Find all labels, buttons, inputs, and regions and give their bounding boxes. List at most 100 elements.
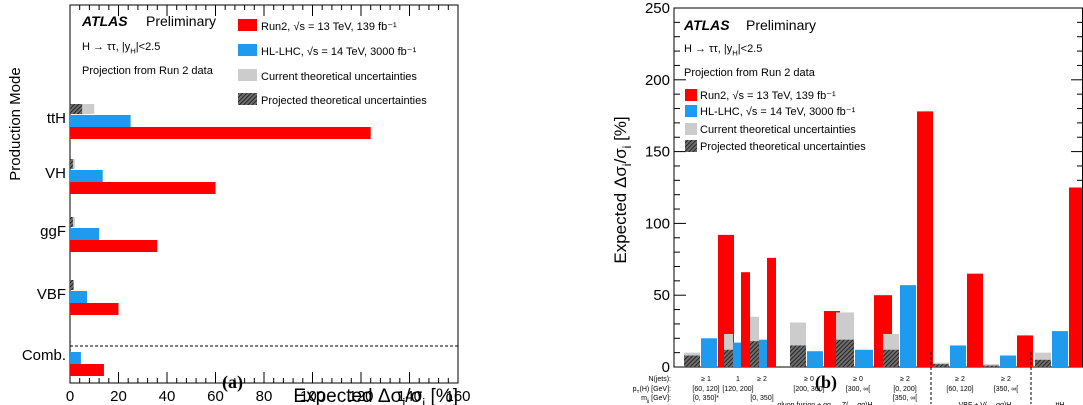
bar-hllhc-b: [1000, 355, 1016, 367]
bar-projected-theory-b: [1035, 359, 1051, 367]
bin-pt-label-b: [120, 200]: [722, 386, 753, 393]
bin-pt-label-b: [300, ∞[: [846, 386, 871, 393]
caption-a: (a): [222, 372, 243, 392]
y-axis-label-b: Expected Δσi/σi [%]: [611, 116, 634, 263]
bar-projected-theory-a: [70, 217, 73, 227]
caption-b: (b): [815, 372, 837, 392]
x-tick-label-a: 40: [159, 388, 176, 405]
bar-projected-theory-b: [983, 365, 999, 367]
x-tick-label-a: 160: [445, 388, 470, 405]
bar-projected-theory-a: [70, 104, 83, 114]
bar-run2-b: [1069, 187, 1082, 367]
x-tick-label-a: 140: [397, 388, 422, 405]
bin-pt-label-b: [0, 200]: [893, 386, 916, 393]
bar-hllhc-b: [733, 342, 741, 367]
legend-swatch-b: [685, 123, 697, 135]
legend-label-a: HL-LHC, √s = 14 TeV, 3000 fb⁻¹: [261, 46, 417, 58]
group-label-b: VBF + V(→ qq)H: [959, 402, 1012, 405]
bar-hllhc-b: [855, 349, 873, 367]
bar-run2-a: [70, 364, 104, 376]
bar-projected-theory-b: [750, 341, 759, 367]
category-label-a: VH: [45, 165, 66, 182]
bin-pt-label-b: [200, 300]: [793, 386, 824, 393]
bin-pt-label-b: [60, 120]: [946, 386, 973, 393]
bar-hllhc-b: [1052, 331, 1068, 367]
bar-projected-theory-b: [684, 355, 700, 367]
bar-projected-theory-b: [883, 349, 899, 367]
category-label-a: VBF: [37, 286, 66, 303]
bar-run2-b: [1017, 335, 1033, 367]
legend-label-a: Projected theoretical uncertainties: [261, 95, 427, 107]
bin-njets-label-b: ≥ 2: [955, 376, 965, 383]
category-label-a: Comb.: [22, 347, 66, 364]
row-label-b: mjj [GeV]:: [641, 395, 671, 404]
legend-swatch-a: [238, 93, 257, 105]
y-tick-label-b: 100: [645, 215, 670, 232]
x-tick-label-a: 120: [348, 388, 373, 405]
x-tick-label-a: 0: [66, 388, 74, 405]
bin-mjj-label-b: [0, 350]*: [693, 395, 719, 402]
bar-run2-b: [967, 273, 983, 367]
bar-projected-theory-b: [790, 345, 806, 367]
bar-hllhc-b: [759, 339, 767, 367]
x-tick-label-a: 80: [256, 388, 273, 405]
bar-run2-a: [70, 182, 216, 194]
info-line-b: Projection from Run 2 data: [684, 67, 816, 79]
chart-b: 0 50 100 150 200 250 Expected Δσi/σi [%] N(jets…: [611, 0, 1083, 405]
bin-mjj-label-b: [0, 350]: [750, 395, 773, 402]
legend-label-b: HL-LHC, √s = 14 TeV, 3000 fb⁻¹: [700, 106, 856, 118]
bar-hllhc-a: [70, 228, 100, 240]
row-label-b: pT(H) [GeV]:: [633, 386, 671, 395]
bar-projected-theory-b: [724, 349, 733, 367]
bin-njets-label-b: ≥ 0: [804, 376, 814, 383]
y-tick-label-b: 250: [645, 0, 670, 17]
category-label-a: ggF: [40, 223, 66, 240]
bin-pt-label-b: [350, ∞[: [994, 386, 1019, 393]
x-tick-label-a: 20: [110, 388, 127, 405]
x-tick-label-a: 60: [207, 388, 224, 405]
bin-njets-label-b: ≥ 2: [1001, 376, 1011, 383]
x-axis-label-a: Expected Δσi/σi [%]: [293, 386, 458, 405]
legend-swatch-b: [685, 105, 697, 117]
bar-hllhc-a: [70, 291, 87, 303]
bar-hllhc-a: [70, 115, 131, 127]
group-label-b: gluon fusion + gg → Z(→ qq)H: [777, 402, 872, 405]
bin-mjj-label-b: [350, ∞[: [893, 395, 918, 402]
bin-njets-label-b: ≥ 2: [900, 376, 910, 383]
bin-njets-label-b: ≥ 2: [757, 376, 767, 383]
y-tick-label-b: 150: [645, 144, 670, 161]
bar-run2-b: [741, 272, 750, 367]
bar-run2-a: [70, 303, 119, 315]
atlas-label-b: ATLAS: [683, 17, 730, 33]
legend-swatch-b: [685, 140, 697, 152]
y-tick-label-b: 0: [662, 359, 670, 376]
bar-hllhc-b: [900, 285, 916, 367]
bar-run2-b: [767, 257, 776, 367]
legend-label-a: Current theoretical uncertainties: [261, 71, 417, 83]
bar-hllhc-b: [701, 338, 717, 367]
bar-hllhc-a: [70, 352, 81, 364]
bin-njets-label-b: ≥ 0: [853, 376, 863, 383]
bar-run2-b: [917, 111, 933, 367]
bar-hllhc-a: [70, 170, 103, 182]
bar-projected-theory-b: [836, 339, 854, 367]
category-label-a: ttH: [47, 110, 66, 127]
bar-run2-a: [70, 127, 371, 139]
bin-njets-label-b: 1: [736, 376, 740, 383]
bar-hllhc-b: [950, 345, 966, 367]
bar-projected-theory-a: [70, 280, 74, 290]
info-line-a: Projection from Run 2 data: [82, 65, 214, 77]
atlas-label-a: ATLAS: [81, 13, 128, 29]
legend-label-a: Run2, √s = 13 TeV, 139 fb⁻¹: [261, 21, 397, 33]
atlas-status-b: Preliminary: [746, 17, 816, 33]
legend-swatch-b: [685, 89, 697, 101]
info-line-b: H → ττ, |yH|<2.5: [684, 43, 762, 57]
row-label-b: N(jets):: [648, 376, 671, 383]
y-tick-label-b: 200: [645, 72, 670, 89]
bin-njets-label-b: ≥ 1: [701, 376, 711, 383]
bin-pt-label-b: [60, 120]: [692, 386, 719, 393]
bar-run2-a: [70, 240, 158, 252]
y-tick-label-b: 50: [653, 287, 670, 304]
